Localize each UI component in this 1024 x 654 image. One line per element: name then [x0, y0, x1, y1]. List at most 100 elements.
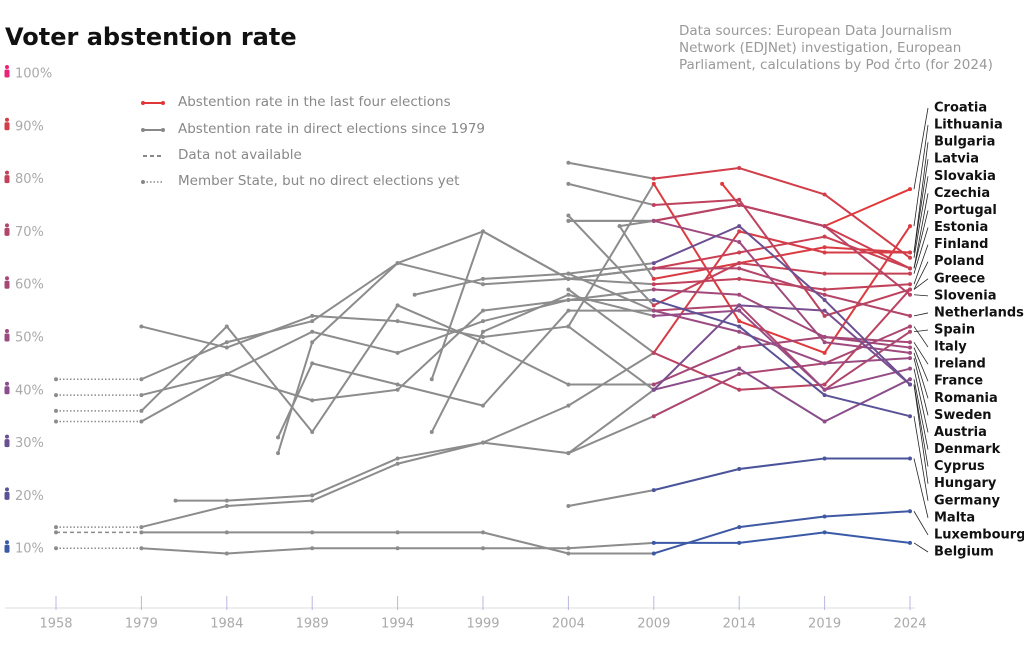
data-point [822, 530, 827, 535]
data-point [737, 261, 742, 266]
data-point [822, 298, 827, 303]
data-point [908, 287, 912, 292]
data-point [651, 203, 656, 207]
source-line: Parliament, calculations by Pod črto (fo… [679, 57, 993, 73]
data-point [310, 493, 315, 498]
recent-segment [823, 357, 911, 365]
y-icon [5, 487, 9, 492]
x-tick-label: 1984 [210, 617, 243, 632]
recent-segment [823, 510, 911, 518]
pre-membership-dot [54, 393, 58, 398]
recent-segment [738, 309, 826, 391]
data-point [566, 218, 571, 223]
history-segment [311, 314, 399, 323]
label-leader [913, 542, 929, 553]
recent-segment [738, 457, 826, 470]
series-label: Finland [934, 237, 988, 252]
data-point [139, 324, 144, 329]
history-segment [396, 309, 484, 391]
history-segment [396, 304, 484, 344]
history-segment [140, 372, 228, 397]
history-segment [225, 325, 314, 434]
history-segment [311, 262, 399, 323]
history-segment [567, 541, 655, 550]
history-segment [413, 277, 484, 296]
y-tick-label: 30% [15, 436, 44, 451]
data-point [481, 229, 485, 234]
data-point [395, 261, 400, 266]
data-point [822, 456, 827, 461]
history-segment [140, 325, 228, 412]
data-point [224, 551, 229, 556]
recent-segment [823, 235, 911, 270]
data-point [908, 255, 912, 260]
data-point [908, 414, 912, 419]
recent-segment [738, 262, 826, 275]
series-label: Luxembourg [934, 527, 1024, 542]
data-point [822, 234, 827, 239]
data-point [173, 498, 178, 503]
y-icon [4, 175, 10, 184]
legend-label: Abstention rate in direct elections sinc… [178, 121, 485, 137]
data-point [566, 308, 571, 313]
data-point [224, 345, 229, 350]
data-point [395, 303, 400, 308]
recent-segment [652, 304, 741, 391]
data-point [429, 430, 434, 435]
recent-segment [738, 531, 826, 544]
y-icon [5, 381, 9, 386]
history-segment [396, 262, 484, 286]
history-segment [140, 547, 228, 555]
recent-segment [823, 225, 911, 296]
data-point [737, 250, 742, 255]
data-point [566, 292, 571, 297]
label-leader [913, 312, 929, 317]
y-icon [5, 223, 9, 228]
x-tick-label: 1989 [296, 617, 329, 632]
series-label: Italy [934, 340, 967, 355]
y-icon [5, 65, 9, 69]
data-point [481, 319, 485, 324]
label-leader [913, 329, 929, 333]
data-point [310, 340, 315, 345]
recent-segment [652, 204, 741, 222]
series-label: Poland [934, 254, 984, 269]
source-line: Network (EDJNet) investigation, European [679, 40, 961, 56]
y-icon [5, 276, 9, 281]
series-label: Belgium [934, 545, 994, 560]
data-point [737, 324, 742, 329]
y-tick-label: 60% [15, 278, 44, 293]
x-tick-label: 2019 [808, 617, 841, 632]
data-point [737, 329, 742, 334]
data-point [481, 282, 485, 287]
data-point [737, 467, 742, 471]
data-point [617, 224, 622, 229]
data-point [651, 350, 656, 355]
history-segment [396, 230, 484, 265]
x-tick-label: 1979 [125, 617, 158, 632]
recent-segment [823, 288, 911, 386]
data-point [822, 514, 827, 519]
recent-segment [652, 167, 741, 180]
history-segment [311, 304, 399, 434]
recent-segment [738, 320, 826, 354]
data-point [908, 366, 912, 371]
data-point [737, 166, 742, 171]
history-segment [567, 182, 655, 328]
history-segment [140, 504, 228, 529]
data-point [737, 345, 742, 350]
data-point [822, 192, 827, 197]
data-point [481, 403, 485, 408]
data-point [908, 382, 912, 387]
x-tick-label: 2004 [552, 617, 585, 632]
data-point [737, 540, 742, 545]
series-label: France [934, 374, 983, 389]
history-segment [618, 225, 655, 280]
y-icon [5, 329, 9, 333]
series-label: Germany [934, 493, 1000, 508]
recent-segment [738, 167, 826, 196]
data-point [395, 461, 400, 466]
data-point [224, 340, 229, 345]
data-point [310, 329, 315, 334]
data-point [822, 245, 827, 250]
